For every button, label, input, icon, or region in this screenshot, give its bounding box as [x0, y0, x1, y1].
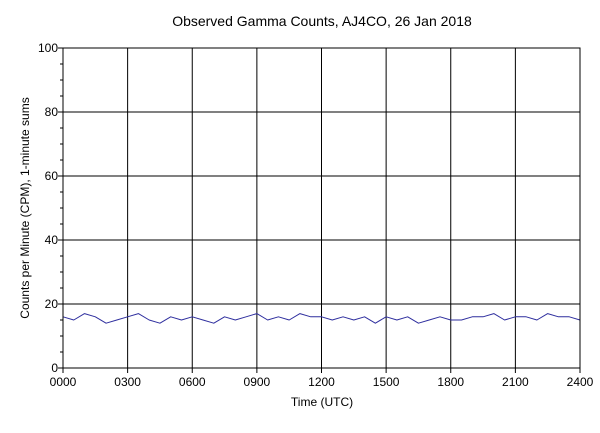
series-line-0: [62, 313, 581, 324]
x-tick-label-2: 0600: [179, 375, 206, 389]
y-axis-label: Counts per Minute (CPM), 1-minute sums: [18, 97, 32, 318]
series-layer: [62, 313, 581, 324]
x-tick-label-6: 1800: [437, 375, 464, 389]
y-tick-label-4: 80: [45, 105, 59, 119]
x-axis-label: Time (UTC): [291, 395, 353, 409]
x-tick-label-3: 0900: [244, 375, 271, 389]
grid-lines: [62, 47, 581, 369]
chart-title: Observed Gamma Counts, AJ4CO, 26 Jan 201…: [172, 13, 472, 29]
y-tick-label-0: 0: [51, 361, 58, 375]
y-tick-label-2: 40: [45, 233, 59, 247]
y-tick-label-5: 100: [38, 41, 58, 55]
x-tick-label-5: 1500: [373, 375, 400, 389]
x-tick-label-4: 1200: [308, 375, 335, 389]
x-tick-label-1: 0300: [114, 375, 141, 389]
axis-ticks: 0 20 40 60 80 100 0000 0300 0600 0900 1200 1500 1800…: [38, 41, 594, 389]
y-tick-label-1: 20: [45, 297, 59, 311]
x-tick-label-0: 0000: [50, 375, 77, 389]
x-tick-label-8: 2400: [567, 375, 594, 389]
x-tick-label-7: 2100: [502, 375, 529, 389]
y-tick-label-3: 60: [45, 169, 59, 183]
